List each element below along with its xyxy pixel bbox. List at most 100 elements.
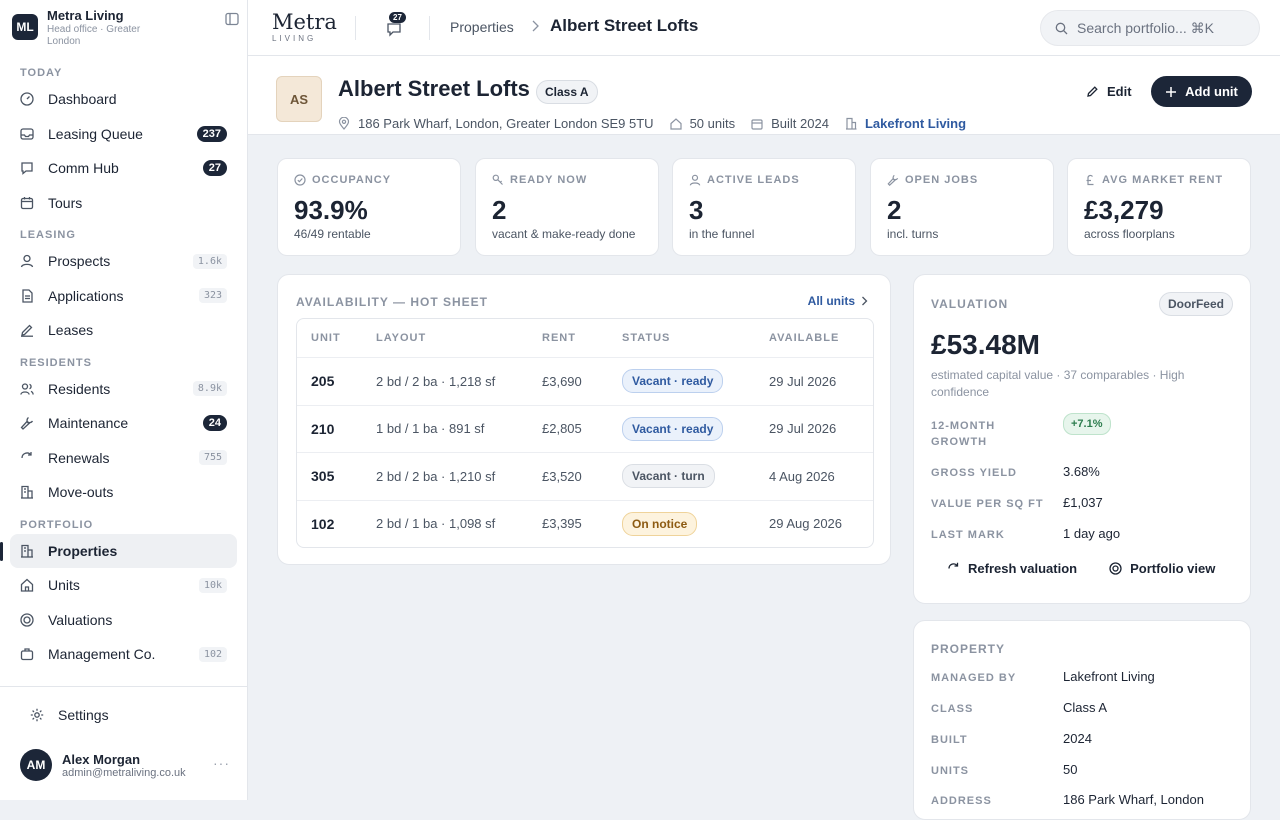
- table-row[interactable]: 102 2 bd / 1 ba · 1,098 sf £3,395 On not…: [297, 499, 873, 548]
- address-meta: 186 Park Wharf, London, Greater London S…: [338, 116, 654, 131]
- table-row[interactable]: 205 2 bd / 2 ba · 1,218 sf £3,690 Vacant…: [297, 357, 873, 405]
- status-cell: Vacant · ready: [622, 358, 724, 405]
- table-row[interactable]: 305 2 bd / 2 ba · 1,210 sf £3,520 Vacant…: [297, 452, 873, 500]
- sidebar-item-label: Renewals: [48, 449, 110, 466]
- sidebar-item-valuations[interactable]: Valuations: [10, 603, 237, 638]
- gear-icon: [30, 708, 44, 722]
- column-header[interactable]: STATUS: [622, 332, 671, 344]
- manager-meta: Lakefront Living: [845, 116, 966, 131]
- detail-value: Class A: [1063, 700, 1108, 715]
- user-profile[interactable]: AM Alex Morgan admin@metraliving.co.uk ·…: [20, 749, 240, 783]
- refresh-valuation-button[interactable]: Refresh valuation: [931, 561, 1093, 576]
- pencil-icon: [1086, 85, 1107, 98]
- divider: [355, 16, 356, 40]
- more-options-icon[interactable]: ···: [213, 755, 230, 771]
- kpi-value: 3: [689, 195, 704, 225]
- breadcrumb-properties[interactable]: Properties: [450, 19, 514, 35]
- all-units-link[interactable]: All units: [808, 294, 868, 308]
- available-cell: 4 Aug 2026: [769, 468, 835, 484]
- growth-value: +7.1%: [1063, 413, 1111, 435]
- plus-icon: [1165, 86, 1185, 98]
- refresh-icon: [947, 562, 968, 575]
- kpi-label-text: OPEN JOBS: [905, 174, 979, 186]
- brand[interactable]: ML Metra Living Head office · Greater Lo…: [12, 8, 236, 48]
- class-badge: Class A: [536, 80, 598, 104]
- status-cell: Vacant · turn: [622, 453, 715, 500]
- pound-icon: [1084, 174, 1102, 186]
- sidebar-item-units[interactable]: Units 10k: [10, 568, 237, 603]
- check-circle-icon: [294, 174, 312, 186]
- portfolio-view-button[interactable]: Portfolio view: [1093, 561, 1231, 576]
- key-icon: [492, 174, 510, 186]
- kpi-label-text: ACTIVE LEADS: [707, 174, 800, 186]
- column-header[interactable]: RENT: [542, 332, 576, 344]
- sidebar-item-maintenance[interactable]: Maintenance 24: [10, 406, 237, 441]
- kpi-label: READY NOW: [492, 174, 587, 186]
- sidebar-item-label: Leasing Queue: [48, 125, 143, 142]
- kpi-label: OPEN JOBS: [887, 174, 978, 186]
- detail-value: Lakefront Living: [1063, 669, 1155, 684]
- app-logo[interactable]: Metra LIVING: [272, 11, 338, 43]
- sidebar-item-settings[interactable]: Settings: [20, 698, 247, 733]
- source-badge: DoorFeed: [1158, 292, 1233, 316]
- topbar: Metra LIVING 27 Properties Albert Street…: [248, 0, 1280, 56]
- messages-button[interactable]: [384, 16, 408, 40]
- chevron-right-icon: [530, 19, 540, 33]
- sidebar-footer: Settings AM Alex Morgan admin@metralivin…: [0, 686, 247, 800]
- home-icon: [669, 117, 690, 130]
- sidebar-item-leasing-queue[interactable]: Leasing Queue 237: [10, 117, 237, 152]
- kpi-value: 2: [887, 195, 902, 225]
- sidebar-item-leases[interactable]: Leases: [10, 313, 237, 348]
- sidebar-toggle-icon[interactable]: [225, 12, 239, 26]
- sidebar-item-label: Applications: [48, 287, 124, 304]
- edit-label: Edit: [1107, 83, 1132, 99]
- add-unit-button[interactable]: Add unit: [1151, 76, 1252, 107]
- sidebar-item-label: Management Co.: [48, 646, 156, 663]
- availability-panel: AVAILABILITY — HOT SHEET All units UNIT …: [277, 274, 891, 565]
- yield-value: 3.68%: [1063, 464, 1100, 479]
- sidebar-item-management-co[interactable]: Management Co. 102: [10, 637, 237, 672]
- property-avatar: AS: [276, 76, 322, 122]
- add-unit-label: Add unit: [1185, 84, 1238, 99]
- sidebar-item-dashboard[interactable]: Dashboard: [10, 82, 237, 117]
- edit-button[interactable]: Edit: [1082, 76, 1136, 106]
- column-header[interactable]: UNIT: [311, 332, 341, 344]
- sidebar-item-renewals[interactable]: Renewals 755: [10, 441, 237, 476]
- sidebar-item-tours[interactable]: Tours: [10, 186, 237, 221]
- sidebar-item-prospects[interactable]: Prospects 1.6k: [10, 244, 237, 279]
- layout-cell: 2 bd / 1 ba · 1,098 sf: [376, 516, 496, 532]
- property-details-panel: PROPERTY MANAGED BY Lakefront Living CLA…: [913, 620, 1251, 820]
- nav-section-today: TODAY: [20, 67, 63, 79]
- valuation-description: estimated capital value · 37 comparables…: [931, 368, 1185, 399]
- kpi-value: 2: [492, 195, 507, 225]
- search-input[interactable]: [1077, 11, 1253, 45]
- detail-value: 50: [1063, 762, 1078, 777]
- detail-label: ADDRESS: [931, 795, 992, 807]
- calendar-icon: [20, 196, 34, 210]
- kpi-card-occupancy: OCCUPANCY 93.9% 46/49 rentable: [277, 158, 461, 256]
- sidebar-item-label: Tours: [48, 194, 83, 211]
- manager-link[interactable]: Lakefront Living: [864, 116, 967, 131]
- table-row[interactable]: 210 1 bd / 1 ba · 891 sf £2,805 Vacant ·…: [297, 404, 873, 453]
- kpi-subtext: 46/49 rentable: [294, 227, 371, 241]
- sidebar-item-properties[interactable]: Properties: [0, 533, 237, 568]
- search-bar[interactable]: [1040, 10, 1260, 46]
- sidebar-item-label: Leases: [48, 322, 94, 339]
- count-badge: 755: [198, 450, 227, 466]
- sidebar-item-applications[interactable]: Applications 323: [10, 279, 237, 314]
- rent-cell: £3,520: [542, 468, 582, 484]
- breadcrumb-current: Albert Street Lofts: [550, 16, 699, 35]
- brand-logo: ML: [12, 14, 38, 40]
- sidebar-item-comm-hub[interactable]: Comm Hub 27: [10, 151, 237, 186]
- sidebar-item-move-outs[interactable]: Move-outs: [10, 475, 237, 510]
- briefcase-icon: [20, 647, 34, 661]
- property-meta: 186 Park Wharf, London, Greater London S…: [338, 116, 982, 131]
- column-header[interactable]: AVAILABLE: [769, 332, 840, 344]
- valuation-amount: £53.48M: [931, 329, 1040, 360]
- target-icon: [20, 613, 34, 627]
- building-icon: [20, 485, 34, 499]
- column-header[interactable]: LAYOUT: [376, 332, 427, 344]
- layout-cell: 1 bd / 1 ba · 891 sf: [376, 421, 485, 437]
- sidebar: ML Metra Living Head office · Greater Lo…: [0, 0, 248, 800]
- sidebar-item-residents[interactable]: Residents 8.9k: [10, 372, 237, 407]
